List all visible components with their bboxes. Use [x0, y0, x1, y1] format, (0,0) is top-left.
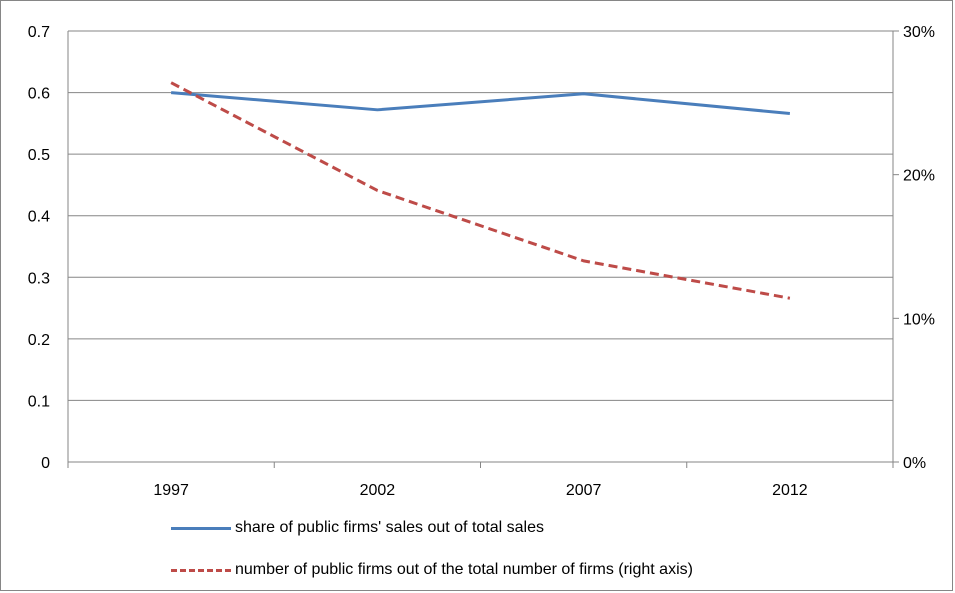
x-tick-label: 1997	[153, 482, 189, 499]
y-right-tick-label: 0%	[903, 455, 926, 472]
y-left-tick-label: 0	[41, 455, 50, 472]
y-left-tick-label: 0.6	[28, 86, 50, 103]
legend-swatch-dashed	[171, 568, 231, 572]
y-left-tick-label: 0.2	[28, 332, 50, 349]
x-tick-label: 2007	[566, 482, 602, 499]
y-left-tick-label: 0.7	[28, 24, 50, 41]
legend-entry-sales-share: share of public firms' sales out of tota…	[171, 519, 544, 537]
legend-label-firm-count: number of public firms out of the total …	[235, 561, 693, 578]
series-line-sales-share	[171, 91, 791, 115]
legend-swatch-solid	[171, 526, 231, 530]
y-left-tick-label: 0.3	[28, 270, 50, 287]
legend-label-sales-share: share of public firms' sales out of tota…	[235, 519, 544, 536]
y-right-tick-label: 10%	[903, 311, 935, 328]
x-tick-label: 2002	[360, 482, 396, 499]
series-line-firm-count	[170, 81, 791, 300]
x-tick-label: 2012	[772, 482, 808, 499]
y-right-tick-label: 30%	[903, 24, 935, 41]
y-left-tick-label: 0.5	[28, 147, 50, 164]
legend-entry-firm-count: number of public firms out of the total …	[171, 561, 693, 579]
y-left-tick-label: 0.4	[28, 209, 50, 226]
y-left-tick-label: 0.1	[28, 393, 50, 410]
y-right-tick-label: 20%	[903, 168, 935, 185]
